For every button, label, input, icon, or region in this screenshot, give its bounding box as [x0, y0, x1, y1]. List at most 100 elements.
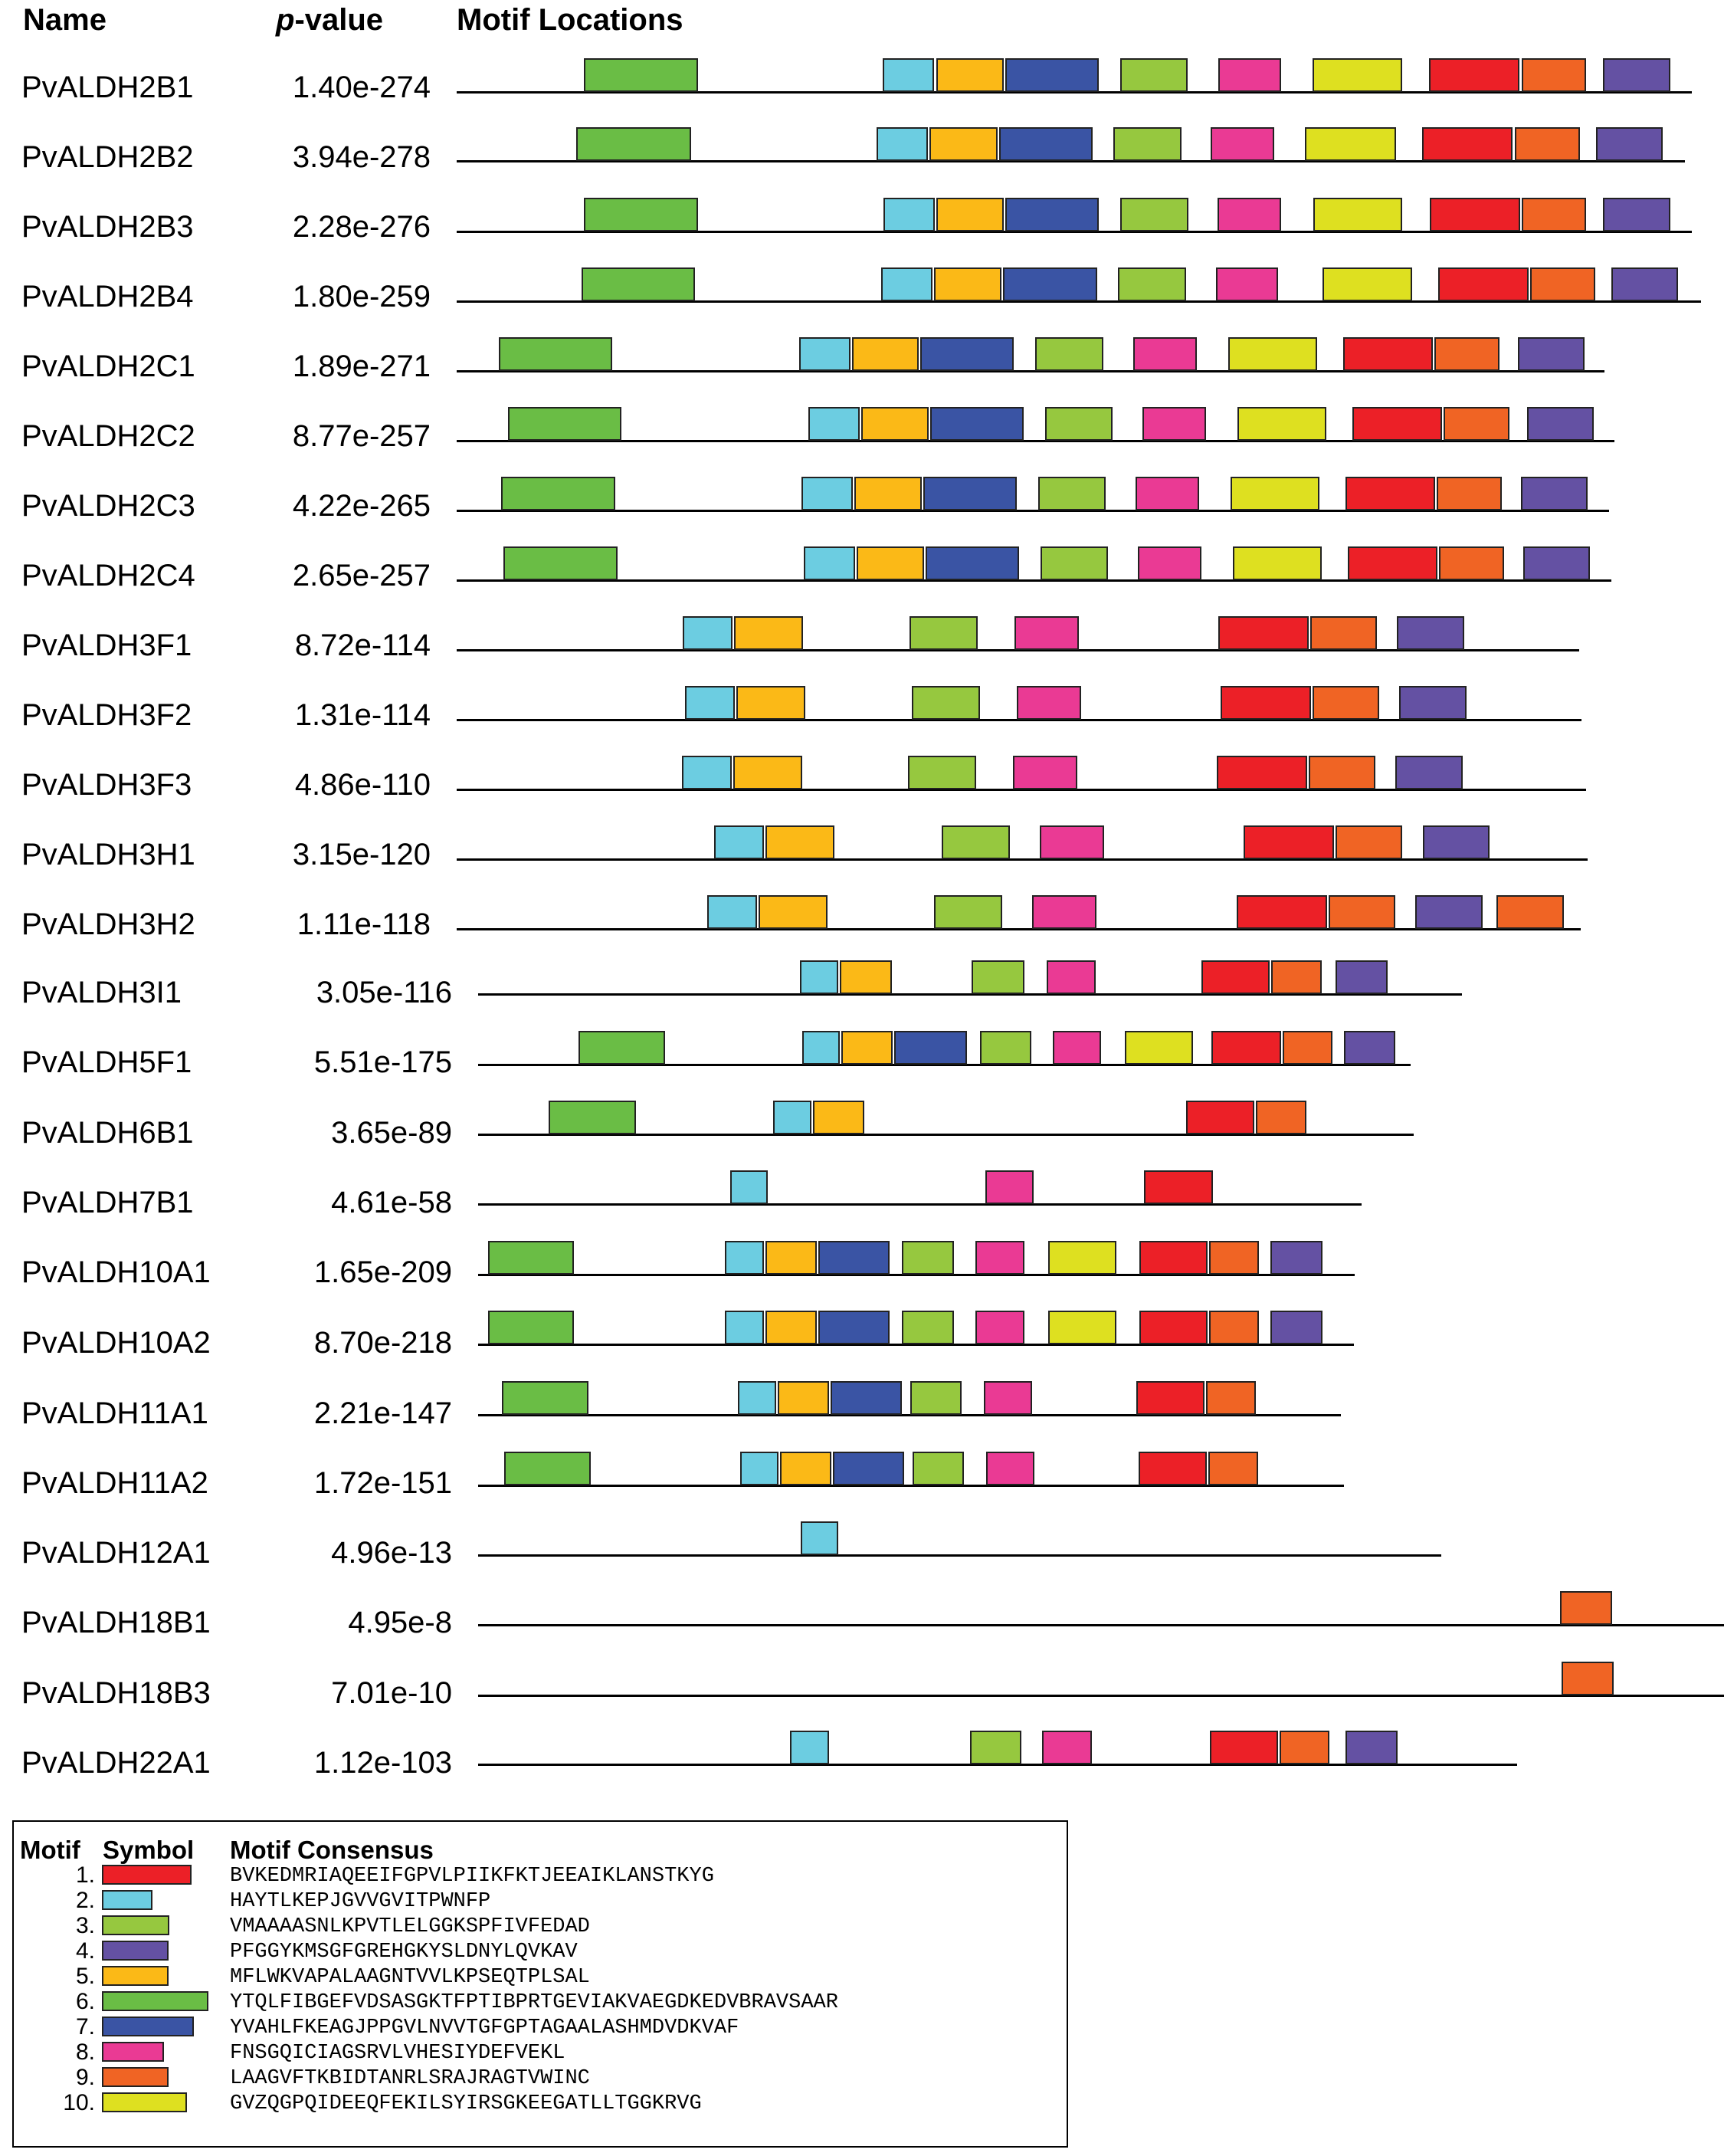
motif-1-box [1438, 267, 1529, 301]
motif-9-box [1256, 1101, 1306, 1134]
motif-2-box [883, 58, 934, 92]
motif-5-box [778, 1381, 829, 1415]
motif-9-box [1562, 1662, 1614, 1695]
motif-3-box [902, 1241, 954, 1275]
gene-name: PvALDH11A1 [21, 1396, 208, 1430]
gene-name: PvALDH2B4 [21, 280, 194, 313]
motif-2-box [714, 825, 764, 859]
motif-9-box [1209, 1241, 1259, 1275]
motif-2-box [738, 1381, 776, 1415]
sequence-track [457, 789, 1586, 791]
sequence-track [478, 1203, 1362, 1206]
gene-pvalue: 4.61e-58 [331, 1186, 452, 1219]
pvalue-header-italic: p [276, 3, 295, 37]
sequence-track [457, 510, 1609, 512]
motif-9-box [1439, 546, 1504, 580]
motif-5-box [733, 756, 802, 789]
motif-7-box [999, 127, 1093, 161]
motif-10-box [1313, 198, 1402, 231]
legend-motif-number: 6. [75, 1989, 95, 2014]
motif-7-box [831, 1381, 902, 1415]
motif-4-box [1603, 58, 1670, 92]
motif-5-box [936, 58, 1004, 92]
sequence-track [478, 1554, 1441, 1557]
motif-8-box [1017, 686, 1081, 720]
motif-8-box [1133, 337, 1197, 371]
legend-symbol-10 [102, 2092, 187, 2112]
motif-4-box [1521, 477, 1588, 510]
motif-1-box [1144, 1170, 1213, 1204]
gene-pvalue: 1.65e-209 [313, 1255, 452, 1289]
sequence-track [457, 91, 1692, 94]
motif-4-box [1345, 1731, 1398, 1764]
motif-1-box [1343, 337, 1433, 371]
motif-2-box [725, 1241, 764, 1275]
motif-1-box [1139, 1241, 1208, 1275]
sequence-track [457, 370, 1604, 372]
motif-3-box [1120, 198, 1188, 231]
motif-4-box [1270, 1241, 1322, 1275]
motif-5-box [759, 895, 828, 929]
motif-9-box [1206, 1381, 1256, 1415]
motif-3-box [902, 1311, 954, 1344]
gene-name: PvALDH10A1 [21, 1255, 211, 1289]
motif-2-box [683, 616, 733, 650]
motif-5-box [929, 127, 998, 161]
sequence-track [457, 858, 1588, 861]
motif-9-box [1496, 895, 1564, 929]
legend-symbol-3 [102, 1915, 169, 1935]
motif-9-box [1313, 686, 1379, 720]
motif-8-box [1218, 198, 1281, 231]
motif-4-box [1397, 616, 1464, 650]
legend-motif-number: 4. [75, 1938, 95, 1964]
gene-name: PvALDH3H1 [21, 838, 195, 871]
gene-name: PvALDH7B1 [21, 1186, 194, 1219]
motif-7-box [833, 1452, 904, 1485]
motif-8-box [975, 1241, 1024, 1275]
motif-10-box [1237, 407, 1326, 441]
motif-8-box [1047, 960, 1096, 994]
legend-consensus: GVZQGPQIDEEQFEKILSYIRSGKEEGATLLTGGKRVG [230, 2092, 702, 2115]
motif-8-box [1040, 825, 1104, 859]
gene-name: PvALDH18B1 [21, 1606, 211, 1639]
motif-4-box [1603, 198, 1670, 231]
motif-10-box [1231, 477, 1319, 510]
motif-1-box [1136, 1381, 1205, 1415]
sequence-track [457, 300, 1701, 303]
motif-3-box [980, 1031, 1031, 1065]
motif-6-box [488, 1241, 574, 1275]
motif-5-box [841, 1031, 893, 1065]
gene-name: PvALDH5F1 [21, 1045, 192, 1079]
motif-3-box [913, 1452, 964, 1485]
motif-5-box [861, 407, 929, 441]
legend-symbol-1 [102, 1865, 192, 1885]
sequence-track [478, 1134, 1414, 1136]
motif-8-box [1032, 895, 1096, 929]
pvalue-header-rest: -value [294, 3, 384, 37]
legend-symbol-5 [102, 1966, 169, 1986]
motif-1-box [1186, 1101, 1254, 1134]
gene-name: PvALDH11A2 [21, 1466, 208, 1500]
gene-name: PvALDH2C1 [21, 349, 195, 383]
motif-2-box [682, 756, 732, 789]
legend-symbol-9 [102, 2067, 169, 2087]
motif-10-box [1125, 1031, 1193, 1065]
gene-name: PvALDH10A2 [21, 1326, 211, 1360]
motif-2-box [881, 267, 932, 301]
motif-8-box [1218, 58, 1281, 92]
motif-7-box [930, 407, 1024, 441]
motif-6-box [549, 1101, 636, 1134]
motif-7-box [926, 546, 1019, 580]
gene-pvalue: 1.40e-274 [292, 71, 431, 104]
gene-name: PvALDH22A1 [21, 1746, 211, 1780]
motif-3-box [1035, 337, 1103, 371]
motif-8-box [1216, 267, 1278, 301]
sequence-track [457, 440, 1614, 442]
legend-consensus: YVAHLFKEAGJPPGVLNVVTGFGPTAGAALASHMDVDKVA… [230, 2017, 739, 2040]
gene-pvalue: 1.72e-151 [313, 1466, 452, 1500]
sequence-track [457, 160, 1685, 162]
gene-name: PvALDH2B1 [21, 71, 194, 104]
motif-1-box [1429, 58, 1519, 92]
gene-pvalue: 7.01e-10 [331, 1676, 452, 1710]
motif-9-box [1310, 616, 1377, 650]
